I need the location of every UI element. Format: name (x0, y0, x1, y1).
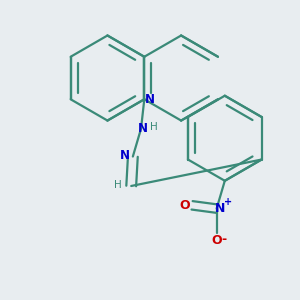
Text: N: N (145, 93, 155, 106)
Text: H: H (114, 180, 122, 190)
Text: N: N (120, 149, 130, 162)
Text: O: O (180, 199, 190, 212)
Text: N: N (215, 202, 226, 215)
Text: O: O (211, 234, 222, 247)
Text: -: - (221, 232, 226, 245)
Text: N: N (138, 122, 148, 135)
Text: H: H (150, 122, 158, 132)
Text: +: + (224, 197, 232, 207)
